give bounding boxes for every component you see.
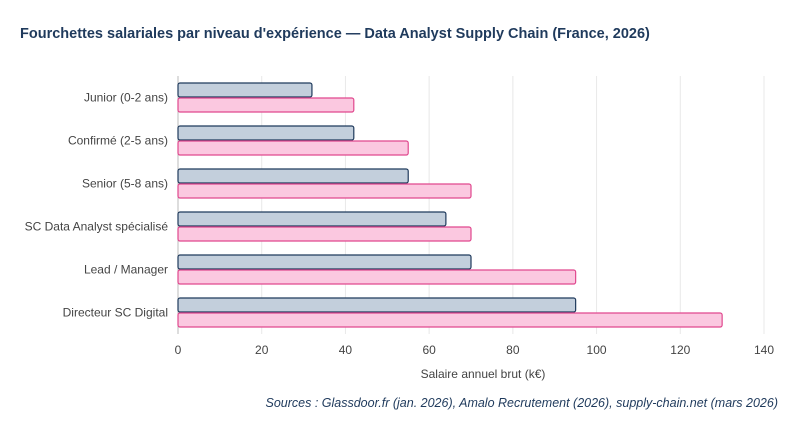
bar-series-2 xyxy=(177,269,577,285)
x-tick-label: 120 xyxy=(670,343,690,357)
x-tick-label: 80 xyxy=(506,343,520,357)
bar-series-2 xyxy=(177,226,472,242)
y-category-label: Lead / Manager xyxy=(84,263,168,277)
y-category-label: SC Data Analyst spécialisé xyxy=(25,220,169,234)
bar-series-1 xyxy=(177,125,355,141)
bar-series-1 xyxy=(177,82,313,98)
x-tick-label: 140 xyxy=(754,343,774,357)
bar-series-2 xyxy=(177,183,472,199)
y-category-label: Confirmé (2-5 ans) xyxy=(68,134,168,148)
y-category-label: Senior (5-8 ans) xyxy=(82,177,168,191)
bar-series-2 xyxy=(177,140,409,156)
bar-series-1 xyxy=(177,168,409,184)
y-category-label: Junior (0-2 ans) xyxy=(84,91,168,105)
bar-series-1 xyxy=(177,297,577,313)
bar-series-2 xyxy=(177,97,355,113)
x-tick-label: 0 xyxy=(175,343,182,357)
bar-series-2 xyxy=(177,312,723,328)
x-tick-label: 40 xyxy=(339,343,353,357)
x-tick-label: 100 xyxy=(587,343,607,357)
x-axis-label: Salaire annuel brut (k€) xyxy=(421,367,546,381)
chart-source: Sources : Glassdoor.fr (jan. 2026), Amal… xyxy=(265,396,779,410)
x-tick-label: 60 xyxy=(422,343,436,357)
x-tick-label: 20 xyxy=(255,343,269,357)
bar-series-1 xyxy=(177,254,472,270)
y-category-label: Directeur SC Digital xyxy=(63,306,168,320)
bar-series-1 xyxy=(177,211,447,227)
chart-title: Fourchettes salariales par niveau d'expé… xyxy=(20,26,650,42)
